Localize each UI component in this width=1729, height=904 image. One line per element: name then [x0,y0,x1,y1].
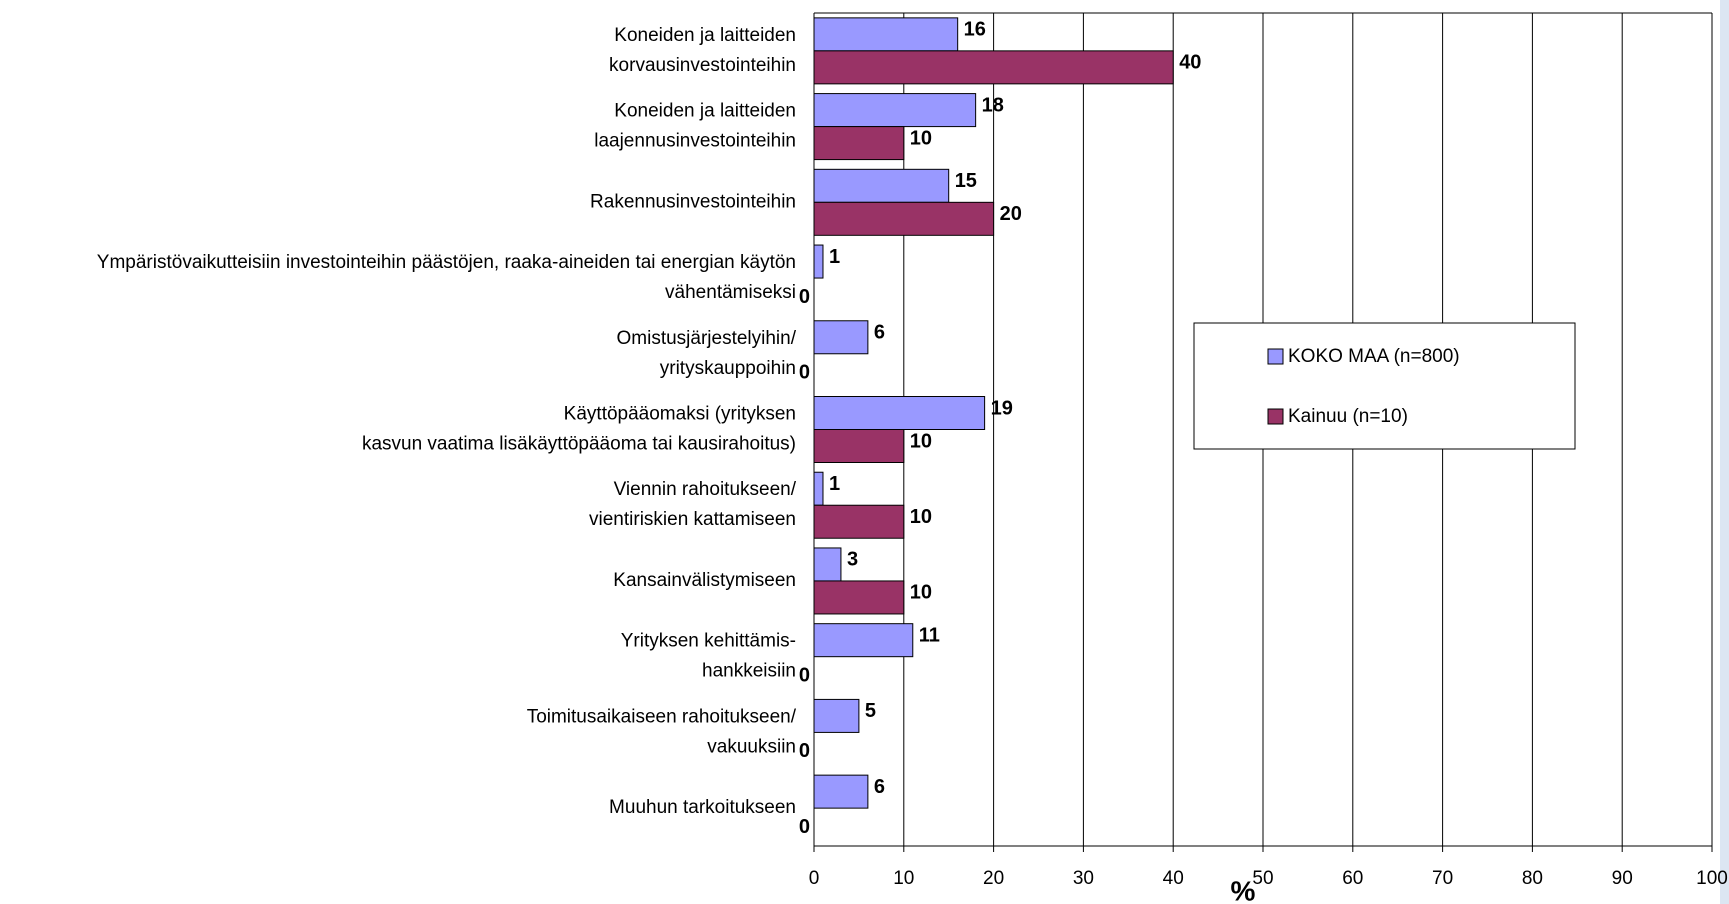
value-label: 18 [982,94,1004,116]
x-tick-label: 50 [1252,868,1273,889]
bar [813,774,869,809]
y-tick-label: Toimitusaikaiseen rahoitukseen/ [527,706,797,727]
legend-label: Kainuu (n=10) [1288,406,1408,427]
bar [813,580,905,615]
x-tick-label: 100 [1696,868,1728,889]
value-label: 1 [829,246,840,268]
bar [813,17,959,52]
y-tick-label: Käyttöpääomaksi (yrityksen [564,404,796,425]
y-tick-label: korvausinvestointeihin [609,55,796,76]
bar [813,201,995,236]
value-label: 11 [919,624,940,646]
y-tick-label: vakuuksiin [707,736,796,757]
bar [813,547,842,582]
bar [813,50,1174,85]
y-tick-label: yrityskauppoihin [660,358,796,379]
x-axis-label: % [1231,875,1256,904]
legend-swatch [1267,348,1284,365]
legend-box [1193,322,1576,450]
value-label: 0 [799,362,810,384]
bar [813,698,860,733]
x-tick-label: 20 [983,868,1004,889]
x-tick-label: 80 [1522,868,1543,889]
y-tick-label: Yrityksen kehittämis- [621,631,796,652]
y-tick-label: laajennusinvestointeihin [594,131,796,152]
bar [813,429,905,463]
value-label: 20 [1000,203,1022,225]
x-tick-label: 10 [893,868,914,889]
value-label: 3 [847,549,858,571]
bar [813,168,950,203]
value-label: 10 [910,506,932,528]
y-tick-label: Kansainvälistymiseen [613,570,796,591]
legend-label: KOKO MAA (n=800) [1288,346,1460,367]
value-label: 1 [829,473,840,495]
x-tick-label: 40 [1163,868,1184,889]
legend-swatch [1267,408,1284,425]
y-tick-label: Koneiden ja laitteiden [614,101,796,122]
x-tick-label: 0 [809,868,820,889]
x-tick-label: 90 [1612,868,1633,889]
bar [813,126,905,161]
bar [813,396,986,430]
x-tick-label: 70 [1432,868,1453,889]
value-label: 10 [910,582,932,604]
x-tick-label: 30 [1073,868,1094,889]
y-tick-label: Viennin rahoitukseen/ [614,479,797,500]
value-label: 0 [799,286,810,308]
y-tick-label: kasvun vaatima lisäkäyttöpääoma tai kaus… [362,434,796,455]
y-tick-label: Koneiden ja laitteiden [614,25,796,46]
y-tick-label: vähentämiseksi [665,282,796,303]
value-label: 6 [874,322,885,344]
value-label: 10 [910,127,932,149]
value-label: 5 [865,700,876,722]
y-tick-label: Muuhun tarkoitukseen [609,797,796,818]
value-label: 0 [799,816,810,838]
bar [813,93,977,128]
value-label: 6 [874,776,885,798]
x-tick-label: 60 [1342,868,1363,889]
y-tick-label: Rakennusinvestointeihin [590,191,796,212]
y-tick-label: vientiriskien kattamiseen [589,509,796,530]
value-label: 15 [955,170,977,192]
bar [813,623,914,658]
bar [813,471,824,506]
value-label: 16 [964,19,986,41]
bar [813,244,824,279]
bar [813,504,905,539]
value-label: 0 [799,740,810,762]
value-label: 10 [910,430,932,452]
y-tick-label: Omistusjärjestelyihin/ [617,328,797,349]
bar [813,320,869,355]
value-label: 40 [1179,52,1201,74]
edge-strip [1720,0,1729,904]
y-tick-label: Ympäristövaikutteisiin investointeihin p… [97,252,796,273]
y-tick-label: hankkeisiin [702,661,796,682]
value-label: 19 [991,397,1013,419]
value-label: 0 [799,664,810,686]
